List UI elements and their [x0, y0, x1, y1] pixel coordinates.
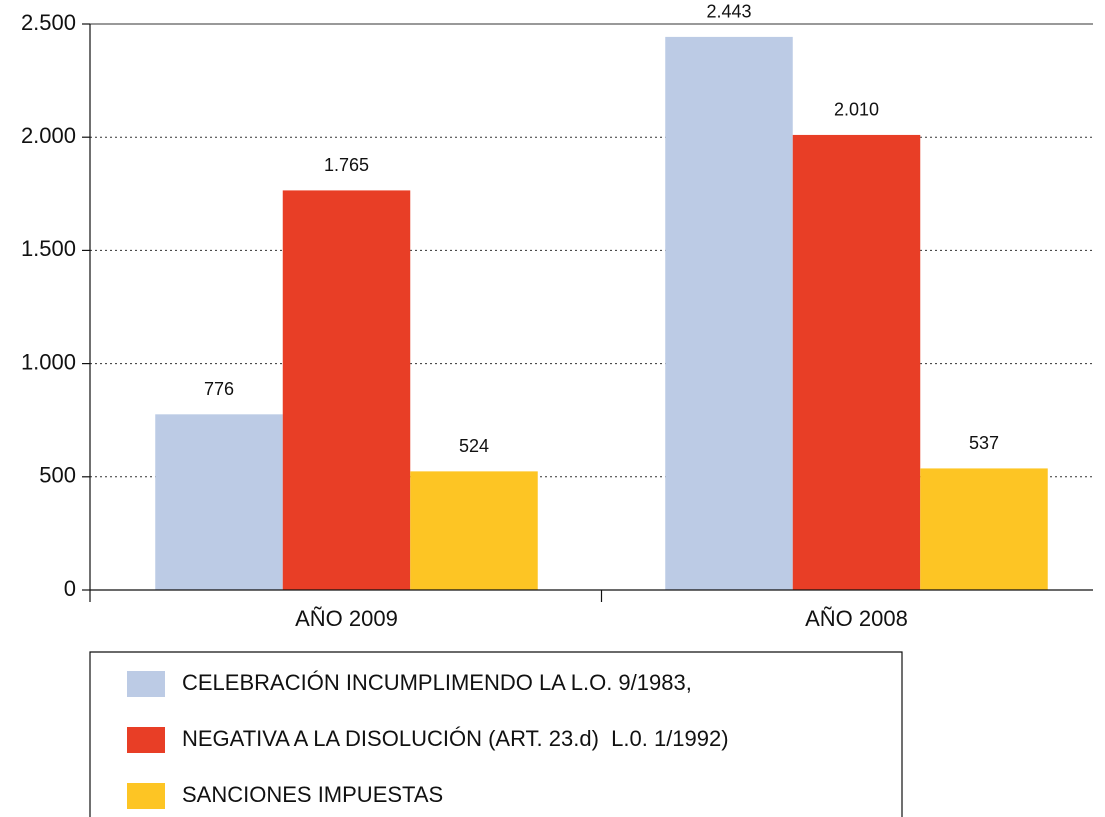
- y-tick-label: 2.500: [21, 10, 76, 35]
- x-tick-label: AÑO 2009: [295, 606, 398, 631]
- legend-label: SANCIONES IMPUESTAS: [182, 782, 443, 807]
- legend-swatch: [127, 727, 165, 753]
- x-tick-label: AÑO 2008: [805, 606, 908, 631]
- legend-box: [89, 651, 903, 817]
- value-label: 776: [204, 379, 234, 399]
- legend-swatch: [127, 783, 165, 809]
- value-label: 1.765: [324, 155, 369, 175]
- value-label: 2.443: [706, 2, 751, 22]
- value-label-bg: [695, 0, 763, 23]
- bar: [410, 471, 538, 590]
- value-label-bg: [440, 435, 508, 458]
- legend-label: CELEBRACIÓN INCUMPLIMENDO LA L.O. 9/1983…: [182, 670, 692, 695]
- y-tick-label: 1.500: [21, 236, 76, 261]
- y-tick-label: 2.000: [21, 123, 76, 148]
- y-tick-label: 1.000: [21, 349, 76, 374]
- y-tick-label: 500: [39, 463, 76, 488]
- bar: [920, 468, 1048, 590]
- legend-swatch: [127, 671, 165, 697]
- value-label: 524: [459, 436, 489, 456]
- bar: [155, 414, 283, 590]
- bar: [282, 190, 411, 591]
- value-label: 2.010: [834, 100, 879, 120]
- y-tick-label: 0: [64, 576, 76, 601]
- value-label-bg: [312, 154, 381, 177]
- value-label-bg: [822, 98, 891, 121]
- value-label-bg: [185, 378, 253, 401]
- value-label: 537: [969, 433, 999, 453]
- legend-label: NEGATIVA A LA DISOLUCIÓN (ART. 23.d) L.0…: [182, 726, 729, 751]
- bar: [792, 134, 921, 590]
- value-label-bg: [950, 432, 1018, 455]
- bar: [665, 36, 793, 591]
